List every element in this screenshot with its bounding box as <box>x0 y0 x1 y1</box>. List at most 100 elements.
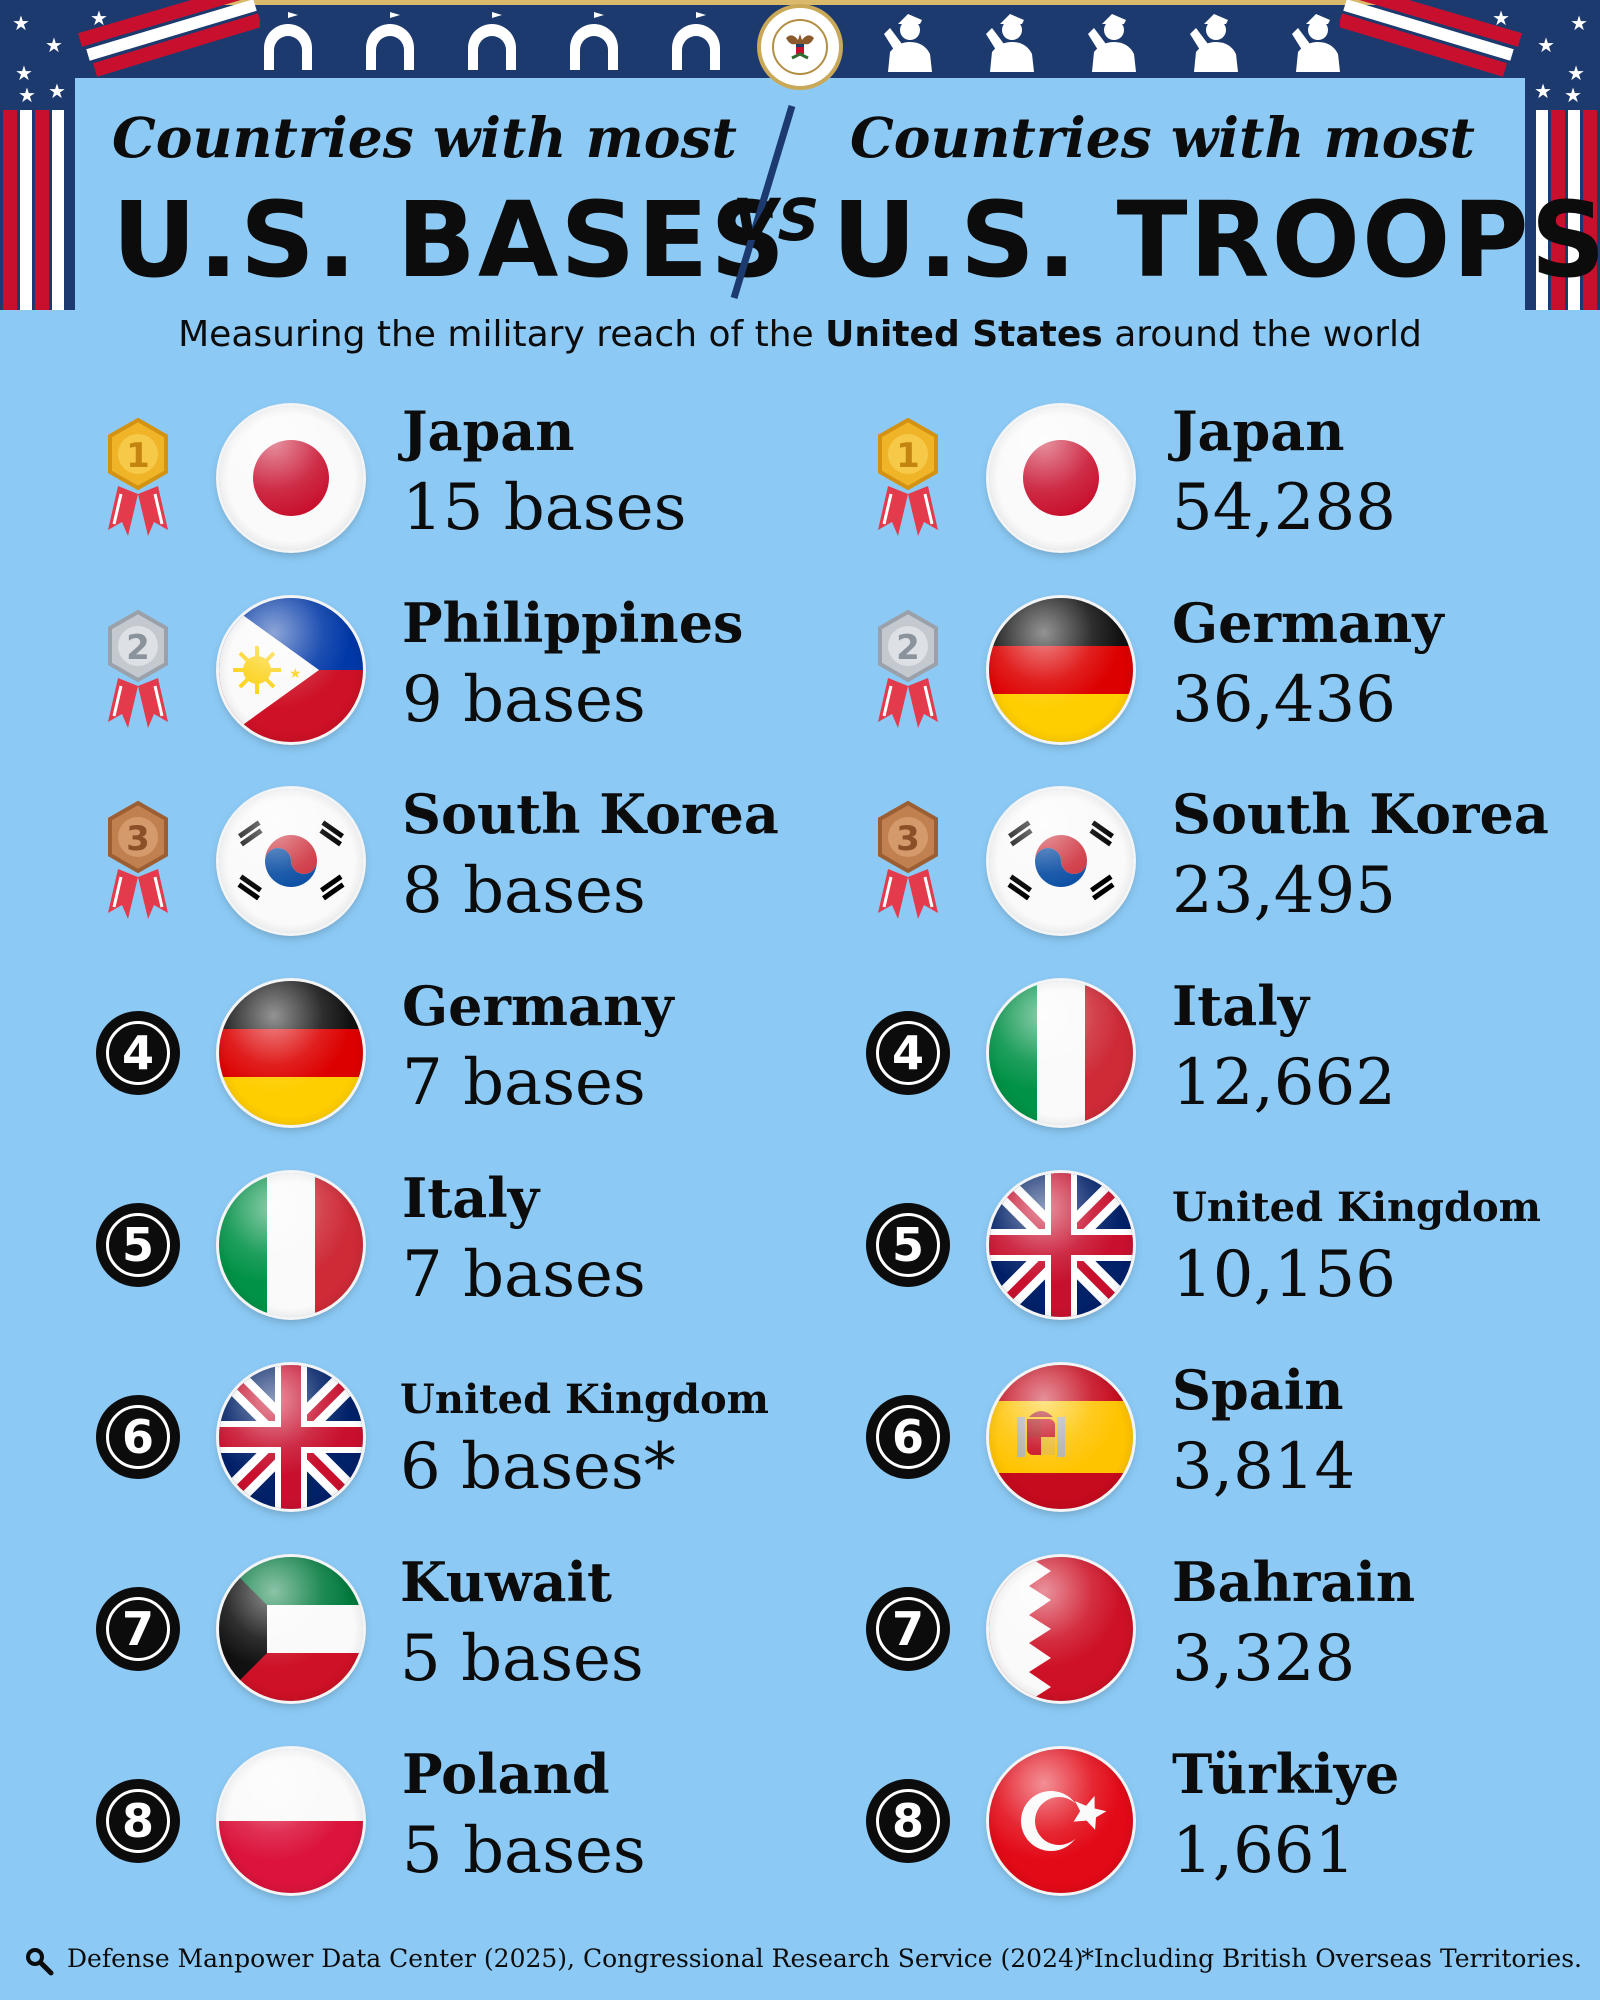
left-title-small: Countries with most <box>112 105 737 170</box>
eagle-icon <box>786 34 814 60</box>
flag-italy-icon <box>989 981 1133 1125</box>
svg-text:3: 3 <box>896 819 920 859</box>
country-name: United Kingdom <box>1172 1184 1541 1231</box>
country-name: Italy <box>1172 974 1310 1038</box>
flag-united-kingdom-icon <box>219 1365 363 1509</box>
country-name: Kuwait <box>400 1550 612 1614</box>
country-name: South Korea <box>1172 782 1549 846</box>
country-name: Spain <box>1172 1358 1344 1422</box>
country-name: Italy <box>402 1166 540 1230</box>
country-name: United Kingdom <box>400 1376 769 1423</box>
svg-text:1: 1 <box>126 436 150 476</box>
soldier-salute-icon <box>986 14 1034 72</box>
country-name: Japan <box>1172 399 1345 463</box>
rank-badge: 5 <box>866 1203 950 1287</box>
svg-text:2: 2 <box>896 628 920 668</box>
country-name: Japan <box>402 399 575 463</box>
country-name: Philippines <box>402 591 744 655</box>
rank-badge: 4 <box>96 1011 180 1095</box>
great-seal-emblem <box>757 4 843 90</box>
bronze-medal-icon: 3 <box>878 800 938 919</box>
svg-text:★: ★ <box>1534 79 1552 103</box>
silver-medal-icon: 2 <box>878 609 938 728</box>
silver-medal-icon: 2 <box>108 609 168 728</box>
svg-text:1: 1 <box>896 436 920 476</box>
base-icon <box>366 12 414 70</box>
troop-count: 1,661 <box>1172 1814 1356 1888</box>
flag-japan-icon <box>219 406 363 550</box>
svg-text:★: ★ <box>1564 83 1582 107</box>
svg-text:2: 2 <box>126 628 150 668</box>
svg-text:★: ★ <box>48 79 66 103</box>
soldier-salute-icon <box>1088 14 1136 72</box>
gold-medal-icon: 1 <box>108 417 168 536</box>
vs-text: VS <box>733 186 820 254</box>
svg-text:★: ★ <box>1567 61 1585 85</box>
svg-text:★: ★ <box>90 6 108 30</box>
us-flag-corner-right: ★★★ ★★★ <box>1340 0 1600 310</box>
flag-germany-icon <box>219 981 363 1125</box>
footnote: *Including British Overseas Territories. <box>1081 1944 1582 1973</box>
footer: Defense Manpower Data Center (2025), Con… <box>22 1940 1582 1980</box>
flag-poland-icon <box>219 1749 363 1893</box>
country-name: Germany <box>402 974 674 1038</box>
svg-text:★: ★ <box>12 11 30 35</box>
rank-badge: 7 <box>866 1587 950 1671</box>
rank-badge: 8 <box>96 1779 180 1863</box>
subtitle-emphasis: United States <box>825 314 1103 355</box>
left-title-main: U.S. BASES <box>112 179 788 301</box>
flag-japan-icon <box>989 406 1133 550</box>
soldier-salute-icon <box>884 14 932 72</box>
base-count: 9 bases <box>402 663 646 737</box>
country-name: Türkiye <box>1172 1742 1400 1806</box>
base-icon <box>468 12 516 70</box>
troop-count: 36,436 <box>1172 663 1396 737</box>
country-name: Bahrain <box>1172 1550 1416 1614</box>
svg-text:★: ★ <box>45 33 63 57</box>
right-title-main: U.S. TROOPS <box>832 179 1600 301</box>
troop-count: 12,662 <box>1172 1046 1396 1120</box>
base-icon <box>672 12 720 70</box>
right-title-small: Countries with most <box>850 105 1475 170</box>
soldier-salute-icon <box>1190 14 1238 72</box>
flag-turkiye-icon <box>989 1749 1133 1893</box>
base-count: 15 bases <box>402 471 687 545</box>
base-count: 7 bases <box>402 1238 646 1312</box>
subtitle: Measuring the military reach of the Unit… <box>178 314 1422 355</box>
source-citation: Defense Manpower Data Center (2025), Con… <box>67 1944 1084 1973</box>
svg-text:★: ★ <box>1492 6 1510 30</box>
rank-badge: 4 <box>866 1011 950 1095</box>
country-name: Germany <box>1172 591 1444 655</box>
svg-text:★: ★ <box>1537 33 1555 57</box>
svg-text:★: ★ <box>15 61 33 85</box>
base-count: 6 bases* <box>400 1430 676 1504</box>
troop-count: 3,814 <box>1172 1430 1356 1504</box>
base-count: 5 bases <box>402 1814 646 1888</box>
base-count: 8 bases <box>402 854 646 928</box>
soldier-salute-icon <box>1292 14 1340 72</box>
base-icon <box>570 12 618 70</box>
flag-south-korea-icon <box>219 789 363 933</box>
rank-badge: 8 <box>866 1779 950 1863</box>
rank-badge: 5 <box>96 1203 180 1287</box>
rank-badge: 6 <box>866 1395 950 1479</box>
flag-spain-icon <box>989 1365 1133 1509</box>
flag-united-kingdom-icon <box>989 1173 1133 1317</box>
base-icon <box>264 12 312 70</box>
base-count: 7 bases <box>402 1046 646 1120</box>
bronze-medal-icon: 3 <box>108 800 168 919</box>
rank-badge: 6 <box>96 1395 180 1479</box>
troop-count: 10,156 <box>1172 1238 1396 1312</box>
rank-badge: 7 <box>96 1587 180 1671</box>
troop-count: 54,288 <box>1172 471 1396 545</box>
svg-text:★: ★ <box>18 83 36 107</box>
flag-bahrain-icon <box>989 1557 1133 1701</box>
troop-count: 23,495 <box>1172 854 1396 928</box>
troop-count: 3,328 <box>1172 1622 1356 1696</box>
flag-kuwait-icon <box>219 1557 363 1701</box>
svg-text:3: 3 <box>126 819 150 859</box>
flag-south-korea-icon <box>989 789 1133 933</box>
flag-germany-icon <box>989 598 1133 742</box>
svg-text:★: ★ <box>1570 11 1588 35</box>
base-count: 5 bases <box>400 1622 644 1696</box>
